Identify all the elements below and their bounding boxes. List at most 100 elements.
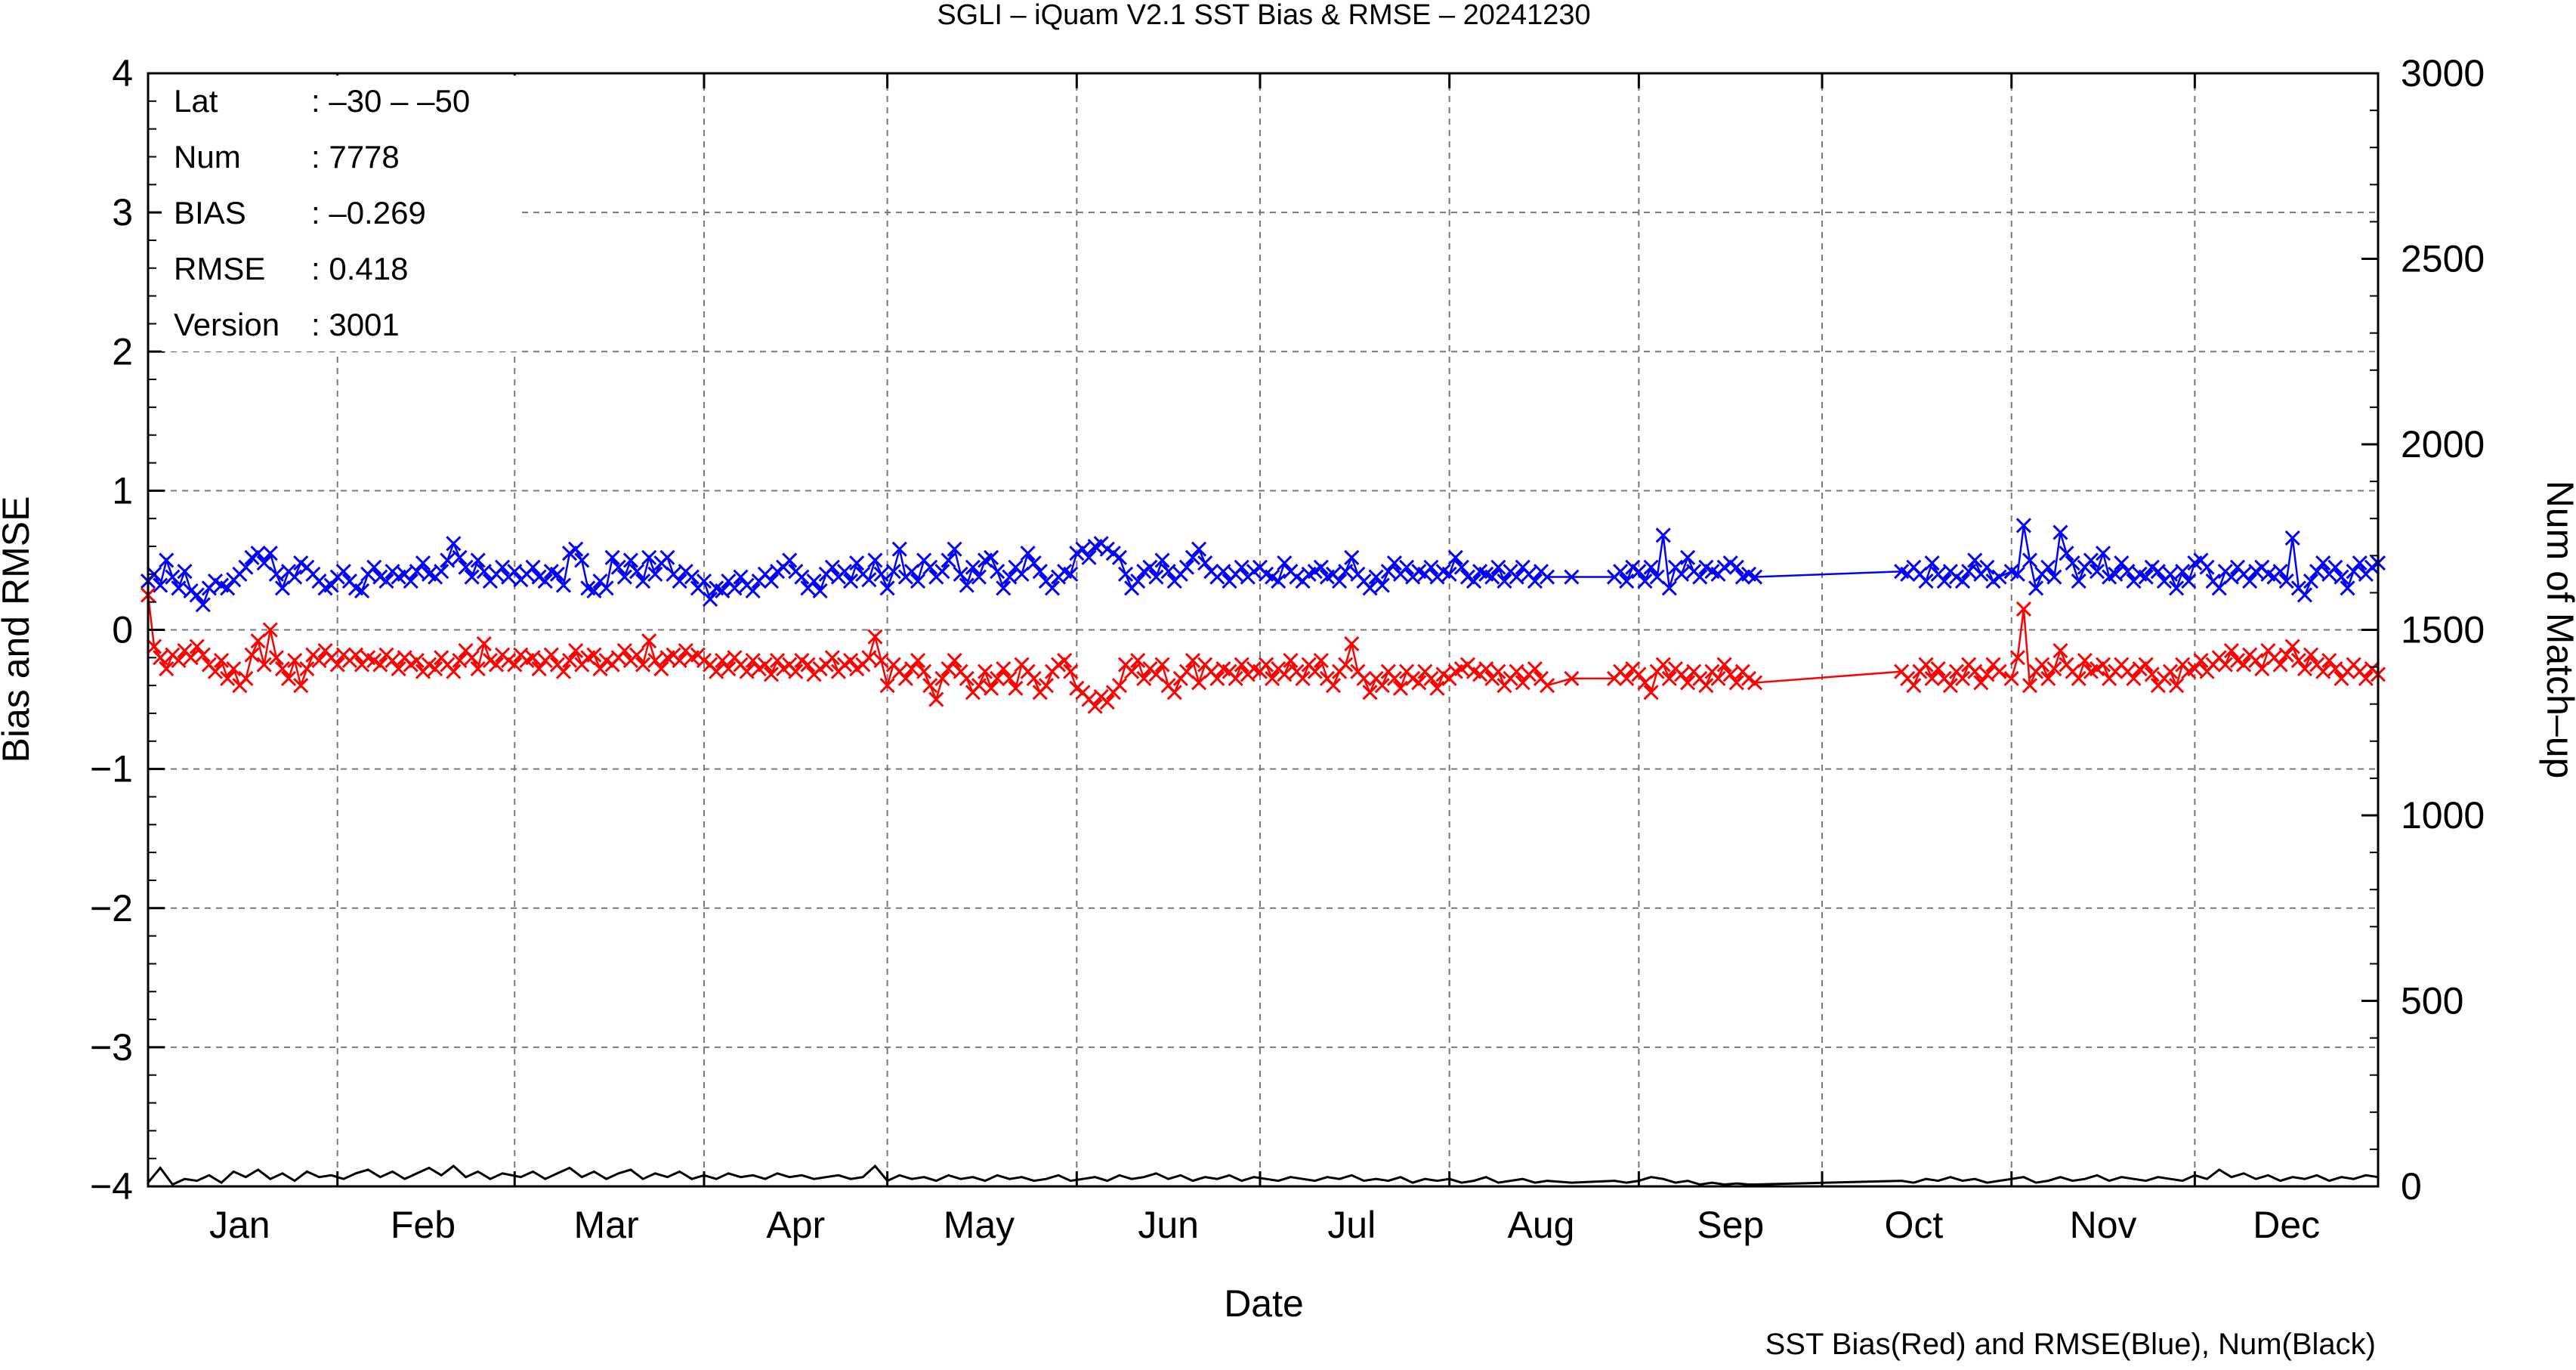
data-point-marker xyxy=(2089,564,2105,580)
data-point-marker xyxy=(703,591,718,608)
data-point-marker xyxy=(1441,566,1457,582)
data-point-marker xyxy=(1044,580,1061,596)
stats-panel-background xyxy=(162,76,517,351)
data-point-marker xyxy=(2162,566,2179,582)
data-point-marker xyxy=(1619,670,1635,687)
stats-value: : –30 – –50 xyxy=(311,83,470,119)
data-point-marker xyxy=(537,573,553,589)
data-point-marker xyxy=(1117,566,1134,582)
gridlines xyxy=(148,73,2378,1186)
data-point-marker xyxy=(2242,573,2258,589)
data-point-marker xyxy=(1160,564,1176,580)
data-point-marker xyxy=(788,663,804,679)
data-point-marker xyxy=(1631,564,1647,580)
data-point-marker xyxy=(1325,678,1342,694)
data-point-marker xyxy=(153,650,168,666)
data-point-marker xyxy=(800,657,816,673)
data-point-marker xyxy=(684,569,700,585)
data-point-marker xyxy=(171,652,187,669)
data-point-marker xyxy=(2217,657,2233,673)
data-point-marker xyxy=(2199,559,2215,575)
data-point-marker xyxy=(647,652,663,669)
data-point-marker xyxy=(2071,573,2086,589)
data-point-marker xyxy=(1111,678,1128,694)
data-point-marker xyxy=(1747,569,1763,585)
data-point-marker xyxy=(672,652,687,669)
data-point-marker xyxy=(1423,670,1439,687)
data-point-marker xyxy=(2108,566,2124,582)
data-point-marker xyxy=(2290,652,2306,669)
data-point-marker xyxy=(1228,670,1243,687)
data-point-marker xyxy=(1063,566,1079,582)
data-point-marker xyxy=(2009,566,2025,582)
data-point-marker xyxy=(409,564,425,580)
data-point-marker xyxy=(1655,527,1671,543)
data-point-marker xyxy=(984,549,999,565)
y2-tick-label: 2500 xyxy=(2401,238,2485,280)
data-point-marker xyxy=(1265,670,1280,687)
data-point-marker xyxy=(440,552,456,568)
data-point-marker xyxy=(1936,573,1952,589)
data-point-marker xyxy=(1374,577,1390,593)
data-point-marker xyxy=(1643,685,1659,700)
data-point-marker xyxy=(1411,675,1427,691)
data-point-marker xyxy=(293,678,309,694)
data-point-marker xyxy=(1185,549,1201,565)
data-point-marker xyxy=(2150,564,2166,580)
data-point-marker xyxy=(1527,573,1543,589)
data-point-marker xyxy=(1142,559,1158,575)
data-point-marker xyxy=(996,580,1012,596)
data-point-marker xyxy=(1178,663,1194,679)
data-point-marker xyxy=(897,670,913,687)
data-point-marker xyxy=(1661,580,1677,596)
data-point-marker xyxy=(1515,675,1530,691)
data-point-marker xyxy=(947,541,962,557)
data-point-marker xyxy=(586,583,602,599)
data-point-marker xyxy=(1661,670,1677,687)
data-point-marker xyxy=(1368,569,1384,585)
data-point-marker xyxy=(672,573,687,589)
data-point-marker xyxy=(934,670,950,687)
data-point-marker xyxy=(598,580,614,596)
data-point-marker xyxy=(2346,564,2361,580)
data-point-marker xyxy=(1014,566,1030,582)
stats-key: BIAS xyxy=(174,195,246,230)
data-point-marker xyxy=(629,564,645,580)
data-point-marker xyxy=(1728,675,1744,691)
data-point-marker xyxy=(616,569,632,585)
series-layer xyxy=(140,518,2386,1186)
data-point-marker xyxy=(385,652,400,669)
data-point-marker xyxy=(274,580,290,596)
data-point-marker xyxy=(262,622,278,638)
stats-value: : 7778 xyxy=(311,139,400,175)
y2-axis-title: Num of Match–up xyxy=(2539,481,2576,779)
data-point-marker xyxy=(2003,670,2019,687)
data-point-marker xyxy=(476,564,492,580)
data-point-marker xyxy=(568,541,584,557)
data-point-marker xyxy=(1362,685,1378,700)
data-point-marker xyxy=(2284,639,2300,654)
data-point-marker xyxy=(256,657,272,673)
data-point-marker xyxy=(446,536,462,552)
data-point-marker xyxy=(965,559,981,575)
data-point-marker xyxy=(1924,555,1940,571)
data-point-marker xyxy=(2315,663,2331,679)
data-point-marker xyxy=(1295,670,1311,687)
stats-value: : 0.418 xyxy=(311,251,408,286)
data-point-marker xyxy=(885,564,901,580)
x-tick-label: Jun xyxy=(1138,1204,1199,1246)
data-point-marker xyxy=(415,555,431,571)
data-point-marker xyxy=(1197,555,1213,571)
data-point-marker xyxy=(971,678,987,694)
data-point-marker xyxy=(653,660,669,677)
stats-key: Lat xyxy=(174,83,218,119)
data-point-marker xyxy=(268,650,284,666)
data-point-marker xyxy=(464,650,480,666)
data-point-marker xyxy=(195,647,211,663)
data-point-marker xyxy=(984,680,999,696)
data-point-marker xyxy=(1680,549,1696,565)
data-point-marker xyxy=(922,678,938,694)
data-point-marker xyxy=(727,580,743,596)
data-point-marker xyxy=(1540,569,1555,585)
data-point-marker xyxy=(213,652,230,669)
